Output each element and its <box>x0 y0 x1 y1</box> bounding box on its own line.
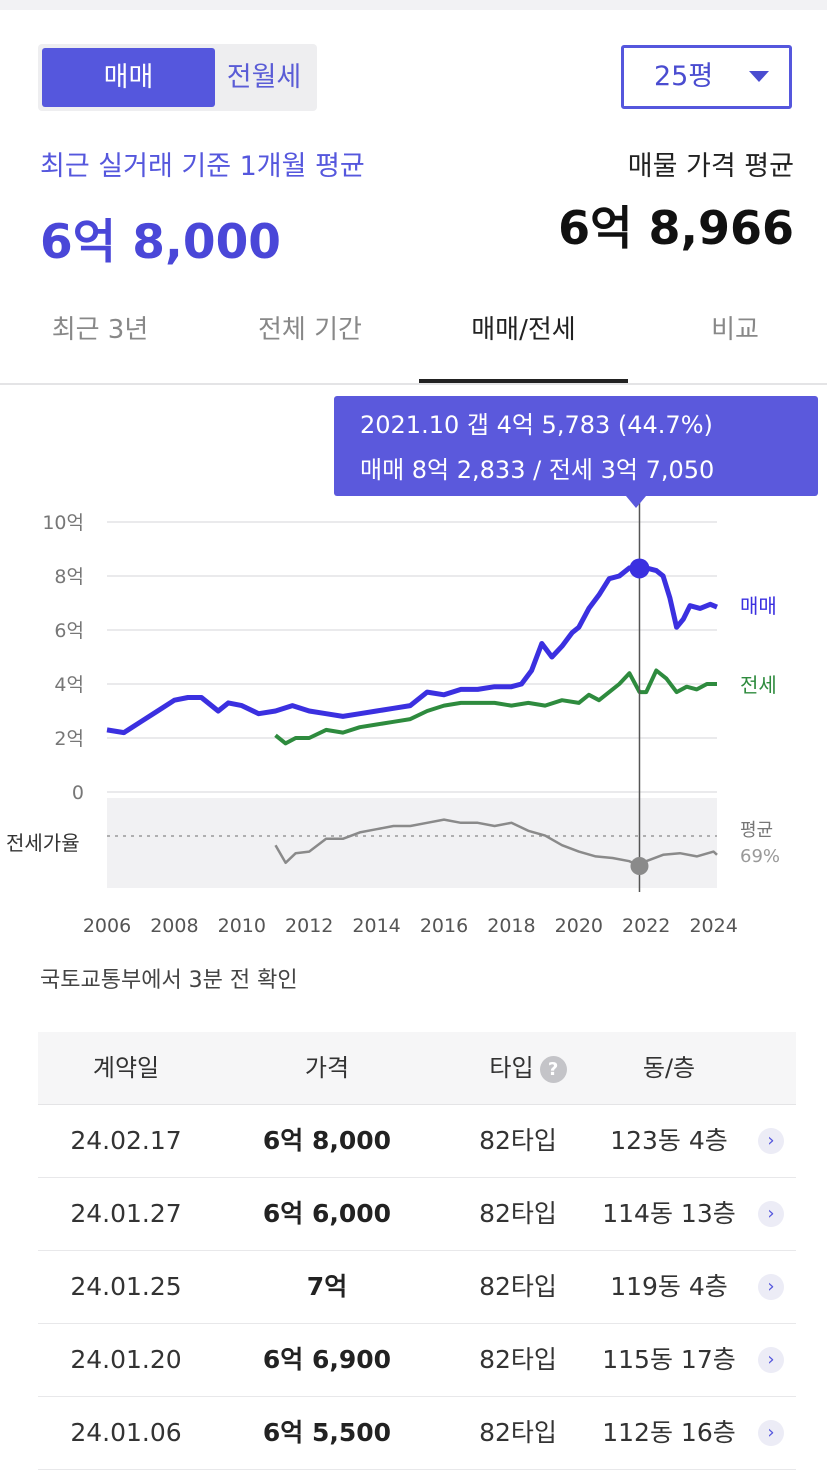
recent-average-value: 6억 8,000 <box>40 215 281 270</box>
row-date: 24.01.20 <box>70 1345 182 1374</box>
tab-sale-rent[interactable]: 매매/전세 <box>419 295 628 383</box>
x-tick-label: 2020 <box>555 915 603 937</box>
ratio-average-label: 평균 <box>740 820 773 841</box>
listing-average-value: 6억 8,966 <box>558 201 794 255</box>
deal-type-toggle: 매매 전월세 <box>38 44 317 111</box>
chevron-right-icon[interactable]: › <box>758 1274 784 1300</box>
sale-highlight-point <box>629 558 650 579</box>
row-price: 6억 6,900 <box>262 1345 392 1374</box>
price-chart: 10억 8억 6억 4억 2억 0 2006 2008 2010 2012 2014 2016 201… <box>6 396 818 937</box>
rent-toggle-button[interactable]: 전월세 <box>226 62 302 93</box>
tooltip-pointer <box>626 496 646 508</box>
y-tick-label: 0 <box>72 782 84 804</box>
row-date: 24.02.17 <box>70 1126 182 1155</box>
x-tick-label: 2012 <box>285 915 333 937</box>
period-tabs: 최근 3년 전체 기간 매매/전세 비교 <box>0 295 827 385</box>
y-tick-label: 6억 <box>54 620 84 642</box>
row-price: 6억 8,000 <box>262 1126 392 1155</box>
rent-series-line <box>274 668 717 746</box>
y-tick-label: 8억 <box>54 566 84 588</box>
header-type: 타입 <box>489 1054 534 1082</box>
row-date: 24.01.25 <box>70 1272 182 1301</box>
transactions-table: 계약일 가격 타입? 동/층 24.02.17 6억 8,000 82타입 12… <box>38 1032 796 1470</box>
x-tick-label: 2016 <box>420 915 468 937</box>
y-tick-label: 4억 <box>54 674 84 696</box>
x-tick-label: 2024 <box>689 915 737 937</box>
y-tick-label: 10억 <box>42 512 84 534</box>
row-price: 6억 6,000 <box>262 1199 392 1228</box>
x-tick-label: 2022 <box>622 915 670 937</box>
header-type-cell: 타입? <box>438 1032 618 1104</box>
row-date: 24.01.27 <box>70 1199 182 1228</box>
row-price: 6억 5,500 <box>262 1418 392 1447</box>
tab-recent-3y[interactable]: 최근 3년 <box>51 315 149 345</box>
source-note: 국토교통부에서 3분 전 확인 <box>40 968 298 993</box>
sale-series-line <box>106 565 718 736</box>
row-price: 7억 <box>306 1272 348 1301</box>
listing-average-label: 매물 가격 평균 <box>627 151 794 182</box>
table-row[interactable]: 24.01.20 6억 6,900 82타입 115동 17층 › <box>38 1324 796 1397</box>
chevron-right-icon[interactable]: › <box>758 1347 784 1373</box>
y-tick-label: 2억 <box>54 728 84 750</box>
x-tick-label: 2006 <box>83 915 131 937</box>
table-row[interactable]: 24.01.27 6억 6,000 82타입 114동 13층 › <box>38 1178 796 1251</box>
row-unit: 115동 17층 <box>602 1345 736 1374</box>
area-select[interactable]: 25평 <box>621 45 792 109</box>
caret-down-icon <box>749 71 769 82</box>
row-unit: 123동 4층 <box>610 1126 728 1155</box>
area-select-value: 25평 <box>654 61 714 92</box>
header-unit: 동/층 <box>642 1054 696 1082</box>
header-date: 계약일 <box>92 1054 160 1082</box>
row-unit: 112동 16층 <box>602 1418 736 1447</box>
x-tick-label: 2010 <box>218 915 266 937</box>
top-strip <box>0 0 827 10</box>
tab-all-period[interactable]: 전체 기간 <box>258 315 362 345</box>
ratio-panel-background <box>107 798 717 888</box>
row-type: 82타입 <box>479 1345 557 1374</box>
rent-series-label: 전세 <box>740 673 777 697</box>
ratio-series-line <box>274 818 718 868</box>
x-tick-label: 2014 <box>352 915 400 937</box>
sale-toggle-button[interactable]: 매매 <box>42 48 215 107</box>
header-price: 가격 <box>304 1054 350 1082</box>
sale-series-label: 매매 <box>740 594 777 618</box>
table-row[interactable]: 24.01.25 7억 82타입 119동 4층 › <box>38 1251 796 1324</box>
ratio-highlight-point <box>630 857 649 875</box>
help-icon[interactable]: ? <box>539 1055 567 1083</box>
chevron-right-icon[interactable]: › <box>758 1201 784 1227</box>
tooltip: 2021.10 갭 4억 5,783 (44.7%) 매매 8억 2,833 /… <box>334 396 818 508</box>
tooltip-box <box>334 396 818 496</box>
table-row[interactable]: 24.02.17 6억 8,000 82타입 123동 4층 › <box>38 1105 796 1178</box>
row-unit: 114동 13층 <box>602 1199 736 1228</box>
row-type: 82타입 <box>479 1199 557 1228</box>
row-type: 82타입 <box>479 1418 557 1447</box>
ratio-average-value: 69% <box>740 846 780 867</box>
recent-average-label: 최근 실거래 기준 1개월 평균 <box>40 151 365 182</box>
row-type: 82타입 <box>479 1272 557 1301</box>
row-date: 24.01.06 <box>70 1418 182 1447</box>
table-row[interactable]: 24.01.06 6억 5,500 82타입 112동 16층 › <box>38 1397 796 1470</box>
chevron-right-icon[interactable]: › <box>758 1420 784 1446</box>
row-unit: 119동 4층 <box>610 1272 728 1301</box>
x-tick-label: 2008 <box>150 915 198 937</box>
tooltip-gap-line: 2021.10 갭 4억 5,783 (44.7%) <box>360 411 713 439</box>
table-header: 계약일 가격 타입? 동/층 <box>38 1032 796 1105</box>
x-tick-label: 2018 <box>487 915 535 937</box>
row-type: 82타입 <box>479 1126 557 1155</box>
tab-compare[interactable]: 비교 <box>711 315 759 345</box>
tooltip-price-line: 매매 8억 2,833 / 전세 3억 7,050 <box>360 456 714 484</box>
chevron-right-icon[interactable]: › <box>758 1128 784 1154</box>
ratio-panel-label: 전세가율 <box>6 831 80 855</box>
